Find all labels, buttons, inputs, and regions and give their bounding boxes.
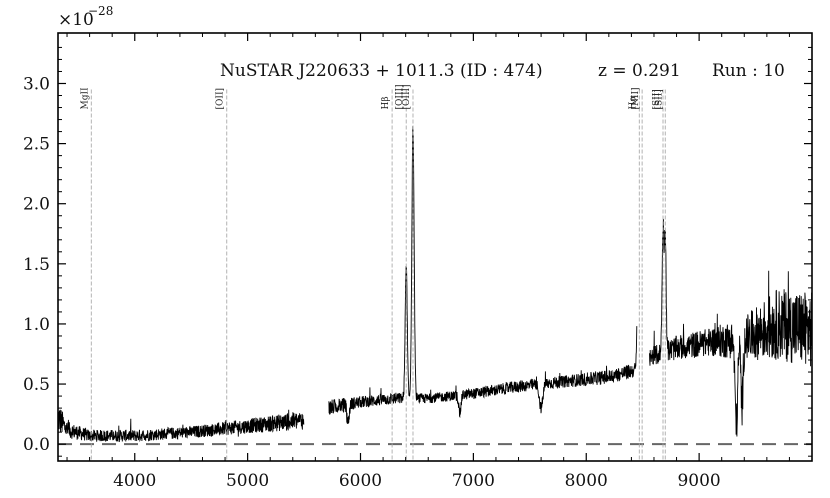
emission-line-label: [NII] (631, 87, 641, 109)
redshift-label: z = 0.291 (598, 61, 681, 81)
axes: 4000 5000 6000 7000 8000 9000 0.0 0.5 1.0 1.5 2.0 2… (23, 32, 813, 491)
spectrum-series (57, 126, 813, 443)
x-tick-label: 5000 (226, 471, 269, 491)
emission-line-label: [SII] (654, 89, 664, 109)
emission-line-label: [SII] (652, 89, 662, 109)
emission-line-label: [OIII] (395, 84, 405, 109)
spectrum-segment-0 (57, 409, 305, 443)
emission-line-label: MgII (80, 87, 90, 110)
x-tick-label: 9000 (677, 471, 720, 491)
x-tick-label: 6000 (339, 471, 382, 491)
run-label: Run : 10 (712, 61, 785, 81)
emission-line-markers: MgII [OII] Hβ [OIII][OIII] Hα[NII] [SII][SII] (80, 84, 666, 461)
x-tick-label: 4000 (113, 471, 156, 491)
spectrum-segment-2 (649, 218, 813, 437)
annotation: NuSTAR J220633 + 1011.3 (ID : 474) z = 0… (220, 61, 785, 81)
y-exponent: −28 (88, 4, 113, 18)
y-axis-exponent: ×10 −28 (58, 4, 113, 30)
emission-line-label: Hα (628, 96, 638, 110)
x-tick-label: 8000 (565, 471, 608, 491)
y-tick-label: 1.5 (23, 255, 50, 275)
y-tick-label: 3.0 (23, 74, 50, 94)
y-tick-label: 0.0 (23, 435, 50, 455)
emission-line-label: [OIII] (402, 84, 412, 109)
emission-line-label: Hβ (381, 96, 391, 109)
object-name: NuSTAR J220633 + 1011.3 (ID : 474) (220, 61, 543, 81)
y-tick-label: 2.0 (23, 195, 50, 215)
x-tick-label: 7000 (452, 471, 495, 491)
emission-line-label: [OII] (216, 88, 226, 110)
spectrum-segment-1 (328, 126, 638, 425)
y-tick-label: 0.5 (23, 375, 50, 395)
y-tick-label: 1.0 (23, 315, 50, 335)
y-tick-label: 2.5 (23, 135, 50, 155)
plot-frame (57, 32, 813, 462)
y-multiplier: ×10 (58, 10, 94, 30)
